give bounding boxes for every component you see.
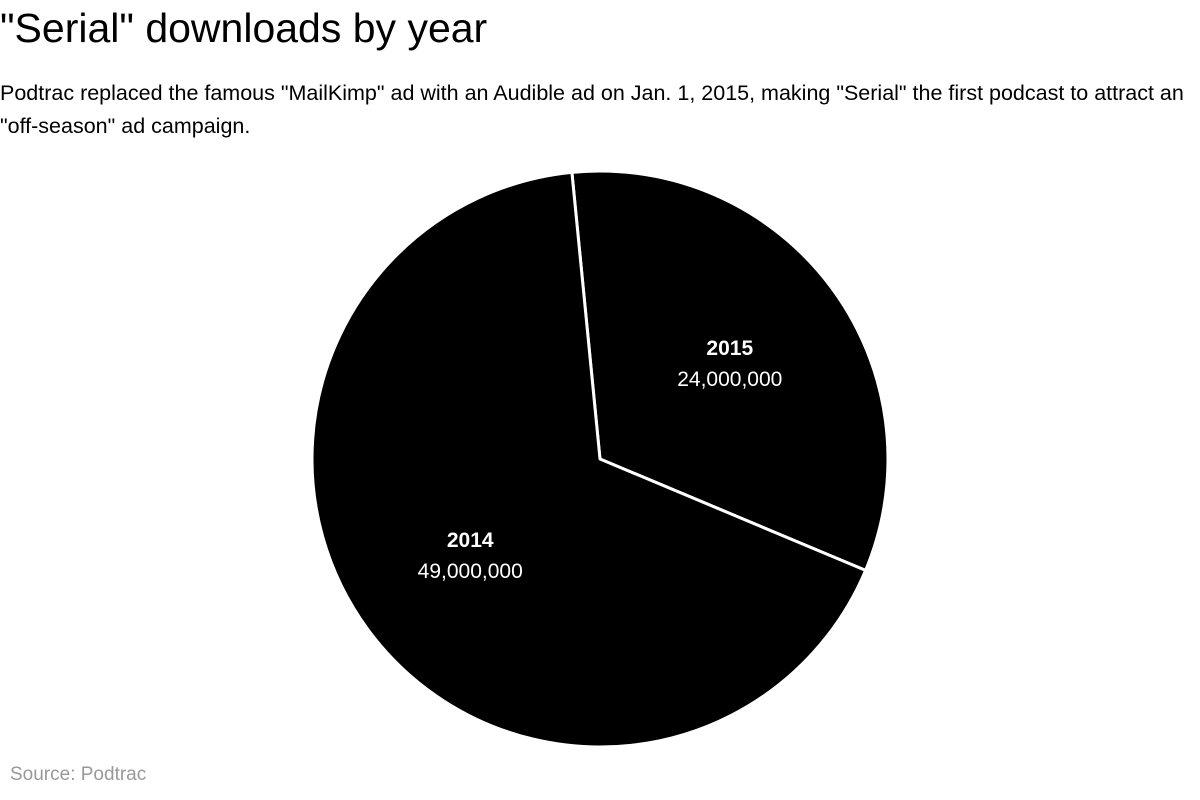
- pie-slice-2015: [570, 169, 890, 572]
- slice-label-2014: 2014: [447, 529, 494, 552]
- chart-title: "Serial" downloads by year: [0, 5, 488, 51]
- slice-value-2014: 49,000,000: [418, 560, 523, 583]
- slice-value-2015: 24,000,000: [677, 368, 782, 391]
- chart-subtitle: Podtrac replaced the famous "MailKimp" a…: [0, 81, 1184, 138]
- slice-label-2015: 2015: [706, 337, 753, 360]
- source-note: Source: Podtrac: [10, 764, 147, 785]
- pie-slice-2014: [310, 170, 868, 749]
